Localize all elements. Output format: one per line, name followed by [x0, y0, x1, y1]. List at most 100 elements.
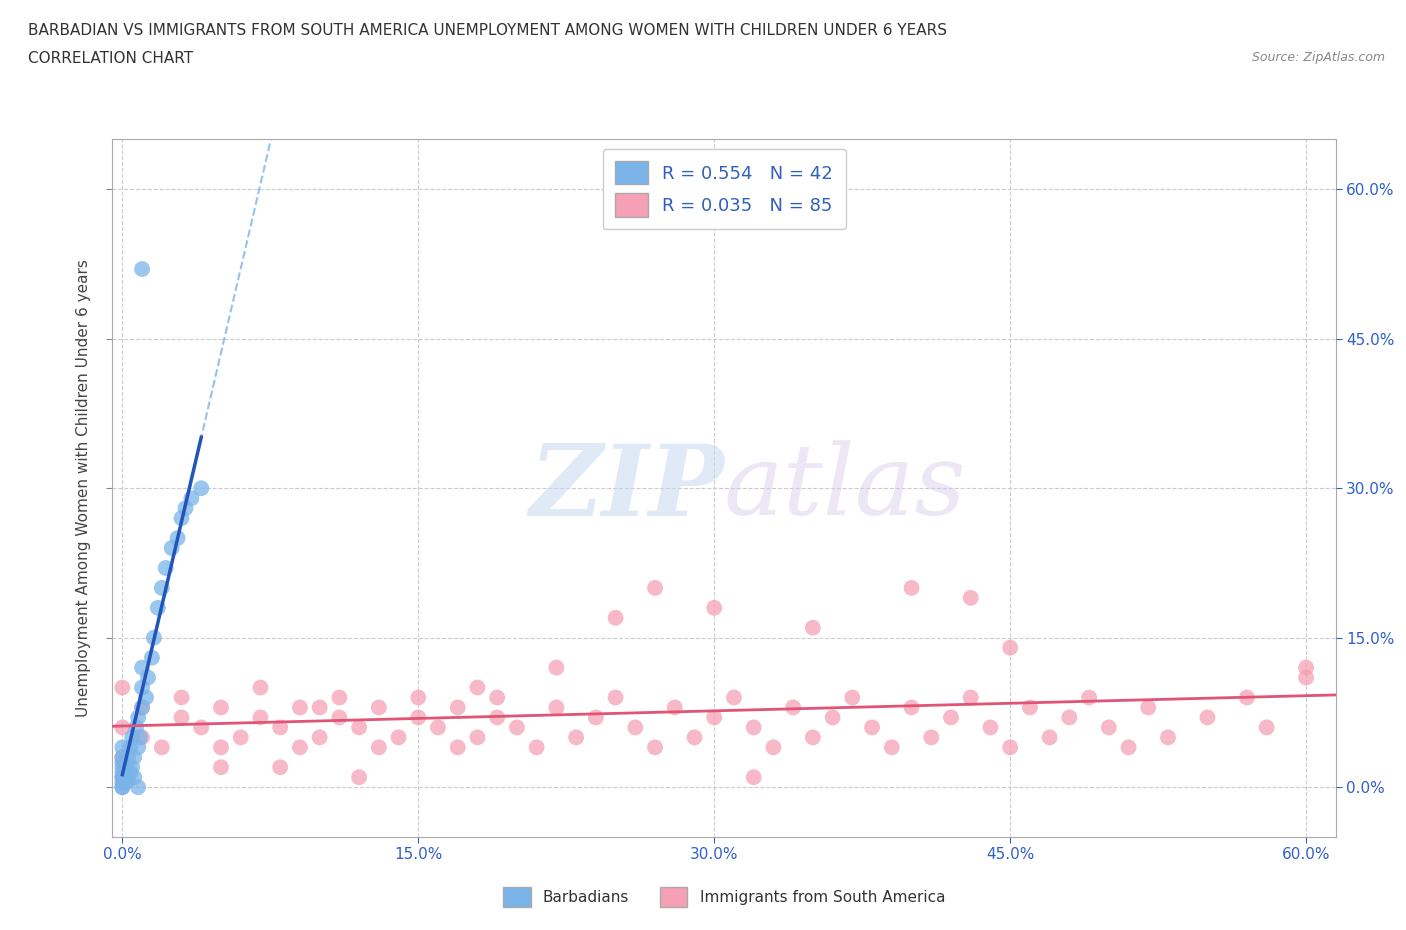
- Point: [920, 730, 942, 745]
- Point: [605, 610, 627, 625]
- Point: [841, 690, 863, 705]
- Y-axis label: Unemployment Among Women with Children Under 6 years: Unemployment Among Women with Children U…: [76, 259, 91, 717]
- Text: BARBADIAN VS IMMIGRANTS FROM SOUTH AMERICA UNEMPLOYMENT AMONG WOMEN WITH CHILDRE: BARBADIAN VS IMMIGRANTS FROM SOUTH AMERI…: [28, 23, 948, 38]
- Point: [150, 580, 173, 595]
- Point: [249, 710, 271, 724]
- Point: [1118, 740, 1140, 755]
- Point: [121, 730, 143, 745]
- Point: [860, 720, 883, 735]
- Text: CORRELATION CHART: CORRELATION CHART: [28, 51, 193, 66]
- Point: [447, 740, 470, 755]
- Point: [782, 700, 804, 715]
- Point: [900, 580, 922, 595]
- Point: [644, 580, 666, 595]
- Point: [141, 650, 163, 665]
- Point: [288, 700, 311, 715]
- Point: [142, 631, 165, 645]
- Point: [447, 700, 470, 715]
- Point: [347, 770, 370, 785]
- Point: [269, 720, 291, 735]
- Point: [308, 730, 330, 745]
- Point: [387, 730, 409, 745]
- Point: [131, 680, 153, 695]
- Point: [166, 531, 188, 546]
- Text: Source: ZipAtlas.com: Source: ZipAtlas.com: [1251, 51, 1385, 64]
- Point: [180, 491, 202, 506]
- Point: [115, 775, 138, 790]
- Point: [111, 760, 134, 775]
- Point: [742, 770, 765, 785]
- Point: [121, 760, 143, 775]
- Point: [122, 750, 145, 764]
- Point: [146, 601, 169, 616]
- Point: [120, 740, 142, 755]
- Point: [111, 770, 134, 785]
- Point: [269, 760, 291, 775]
- Point: [979, 720, 1001, 735]
- Point: [125, 720, 148, 735]
- Point: [644, 740, 666, 755]
- Point: [160, 540, 183, 555]
- Point: [486, 710, 509, 724]
- Point: [605, 690, 627, 705]
- Point: [308, 700, 330, 715]
- Point: [506, 720, 529, 735]
- Point: [900, 700, 922, 715]
- Point: [959, 690, 981, 705]
- Point: [801, 730, 824, 745]
- Point: [585, 710, 607, 724]
- Point: [135, 690, 157, 705]
- Point: [131, 261, 153, 276]
- Point: [1039, 730, 1062, 745]
- Point: [122, 770, 145, 785]
- Point: [127, 779, 149, 794]
- Point: [723, 690, 745, 705]
- Point: [467, 730, 489, 745]
- Point: [624, 720, 647, 735]
- Point: [328, 690, 350, 705]
- Point: [1098, 720, 1121, 735]
- Point: [229, 730, 252, 745]
- Point: [762, 740, 785, 755]
- Point: [1059, 710, 1081, 724]
- Point: [546, 700, 568, 715]
- Point: [1236, 690, 1258, 705]
- Point: [683, 730, 706, 745]
- Point: [427, 720, 450, 735]
- Point: [127, 710, 149, 724]
- Point: [1157, 730, 1180, 745]
- Point: [742, 720, 765, 735]
- Point: [127, 740, 149, 755]
- Point: [328, 710, 350, 724]
- Point: [111, 779, 134, 794]
- Point: [959, 591, 981, 605]
- Point: [1137, 700, 1160, 715]
- Point: [111, 750, 134, 764]
- Point: [565, 730, 588, 745]
- Point: [801, 620, 824, 635]
- Point: [1256, 720, 1278, 735]
- Point: [880, 740, 903, 755]
- Point: [249, 680, 271, 695]
- Point: [408, 690, 430, 705]
- Point: [703, 601, 725, 616]
- Point: [408, 710, 430, 724]
- Point: [1295, 671, 1317, 685]
- Point: [120, 764, 142, 779]
- Point: [170, 710, 193, 724]
- Point: [939, 710, 962, 724]
- Point: [131, 700, 153, 715]
- Point: [367, 740, 389, 755]
- Point: [998, 640, 1021, 655]
- Point: [111, 770, 134, 785]
- Point: [1295, 660, 1317, 675]
- Point: [190, 481, 212, 496]
- Point: [1019, 700, 1042, 715]
- Point: [209, 740, 232, 755]
- Point: [703, 710, 725, 724]
- Point: [546, 660, 568, 675]
- Point: [111, 775, 134, 790]
- Point: [486, 690, 509, 705]
- Point: [111, 680, 134, 695]
- Point: [347, 720, 370, 735]
